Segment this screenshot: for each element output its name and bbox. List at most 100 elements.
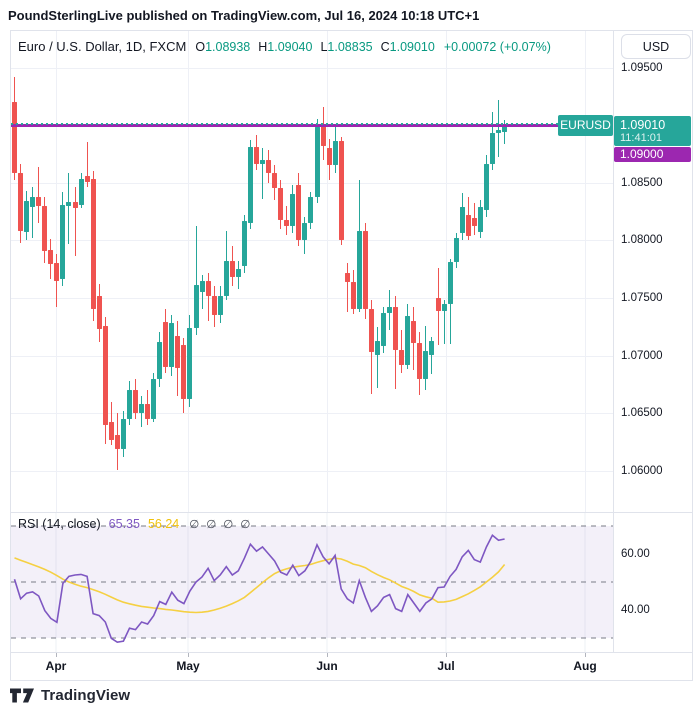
price-axis-label: 1.08500 <box>621 176 663 189</box>
candle <box>187 327 193 400</box>
candle <box>308 196 314 223</box>
time-axis-label[interactable]: Jul <box>437 659 455 673</box>
rsi-title[interactable]: RSI (14, close) <box>18 517 101 531</box>
rsi-line <box>13 533 505 644</box>
candle <box>247 146 253 224</box>
candle <box>332 141 338 166</box>
bar-countdown: 11:41:01 <box>620 131 663 144</box>
candle <box>145 403 151 419</box>
candle <box>477 206 483 233</box>
candle <box>344 272 350 282</box>
price-gridline <box>11 67 613 69</box>
candle <box>320 126 326 146</box>
ohlc-item: H1.09040 <box>258 39 313 54</box>
ohlc-item: L1.08835 <box>320 39 373 54</box>
tradingview-wordmark[interactable]: TradingView <box>41 687 131 704</box>
current-price-value: 1.09010 <box>620 117 666 132</box>
candle <box>266 159 272 174</box>
candle <box>362 231 368 310</box>
rsi-axis-label: 60.00 <box>621 548 650 560</box>
line-symbol-label[interactable]: EURUSD <box>558 114 613 136</box>
time-axis-tick <box>327 653 328 657</box>
candle-wick <box>443 300 445 344</box>
rsi-null-symbol: ∅ <box>189 519 200 531</box>
candle <box>114 434 120 449</box>
tradingview-logo-icon[interactable] <box>10 688 34 703</box>
candle <box>30 196 36 207</box>
candle <box>90 179 96 310</box>
candle <box>151 378 157 419</box>
candle <box>423 350 429 379</box>
candle <box>205 280 211 296</box>
time-axis-label[interactable]: Jun <box>316 659 338 673</box>
candle <box>290 194 296 227</box>
candle <box>199 280 205 293</box>
price-pane[interactable]: Euro / U.S. Dollar, 1D, FXCM O1.08938 H1.… <box>11 31 613 512</box>
candle <box>489 133 495 165</box>
candle <box>387 307 393 313</box>
price-axis[interactable]: USD 1.09010 11:41:01 1.09000 1.09500 1.08… <box>613 31 692 652</box>
pane-separator[interactable] <box>11 512 692 513</box>
candle <box>108 422 114 440</box>
candle <box>133 390 138 414</box>
candle <box>502 123 508 133</box>
candle <box>96 295 102 329</box>
candle <box>66 202 72 206</box>
candle <box>356 231 362 310</box>
candle-wick <box>38 166 40 223</box>
price-axis-border <box>613 31 614 652</box>
candle <box>405 316 411 365</box>
candle <box>284 219 290 227</box>
candle <box>417 342 423 379</box>
candle <box>211 295 217 316</box>
candle <box>120 418 126 449</box>
price-axis-label: 1.09500 <box>621 61 663 74</box>
rsi-ma-line <box>14 557 506 614</box>
rsi-pane[interactable]: RSI (14, close) 65.35 56.24 ∅ ∅ ∅ ∅ <box>11 513 613 652</box>
price-gridline <box>11 413 613 415</box>
time-axis-tick <box>56 653 57 657</box>
price-gridline <box>11 355 613 357</box>
footer: TradingView <box>10 687 130 704</box>
candle <box>223 261 229 296</box>
symbol-title[interactable]: Euro / U.S. Dollar, 1D, FXCM <box>18 39 187 54</box>
candle <box>272 173 278 189</box>
candle <box>139 403 145 414</box>
horizontal-line-1.09[interactable] <box>11 123 558 127</box>
candle <box>459 206 465 234</box>
candle <box>48 249 54 265</box>
rsi-ma-value: 56.24 <box>147 517 180 531</box>
candle <box>241 220 247 266</box>
candle <box>350 281 356 310</box>
candle <box>326 148 332 166</box>
candle-wick <box>201 274 203 310</box>
candle <box>447 262 453 304</box>
month-gridline <box>188 31 189 512</box>
candle-wick <box>346 263 348 312</box>
price-gridline <box>11 240 613 242</box>
candle <box>102 325 108 425</box>
price-axis-label: 1.06000 <box>621 464 663 477</box>
candle <box>36 196 42 206</box>
candle <box>126 390 132 419</box>
price-axis-label: 1.07500 <box>621 291 663 304</box>
currency-toggle-button[interactable]: USD <box>621 34 691 59</box>
price-axis-label: 1.06500 <box>621 407 663 420</box>
candle <box>157 341 163 379</box>
rsi-null-values: ∅ ∅ ∅ ∅ <box>187 517 250 531</box>
time-axis-label[interactable]: Apr <box>45 659 67 673</box>
candle-wick <box>431 337 433 374</box>
month-gridline <box>327 31 328 512</box>
candle <box>78 179 84 205</box>
candle <box>375 340 380 356</box>
candle <box>54 263 60 281</box>
candle <box>42 205 48 251</box>
candle <box>429 340 435 356</box>
time-axis-label[interactable]: May <box>176 659 200 673</box>
candle <box>84 175 90 182</box>
rsi-legend: RSI (14, close) 65.35 56.24 ∅ ∅ ∅ ∅ <box>18 517 250 531</box>
time-axis-label[interactable]: Aug <box>573 659 597 673</box>
time-axis[interactable]: Apr May Jun Jul Aug <box>11 652 692 680</box>
price-gridline <box>11 182 613 184</box>
